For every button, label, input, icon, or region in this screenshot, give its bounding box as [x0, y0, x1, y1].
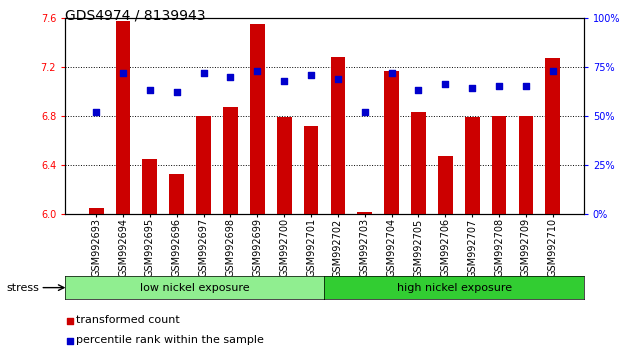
Bar	[170, 174, 184, 214]
Bar	[492, 116, 507, 214]
Bar	[545, 58, 560, 214]
Bar	[250, 24, 265, 214]
Point	[91, 109, 101, 115]
Bar	[116, 21, 130, 214]
Bar	[223, 107, 238, 214]
Bar	[330, 57, 345, 214]
Bar	[411, 112, 426, 214]
Bar	[519, 116, 533, 214]
Point	[414, 87, 424, 93]
Bar	[304, 126, 319, 214]
Text: low nickel exposure: low nickel exposure	[140, 282, 250, 293]
Point	[440, 82, 450, 87]
Bar	[142, 159, 157, 214]
Point	[521, 84, 531, 89]
Text: percentile rank within the sample: percentile rank within the sample	[76, 335, 265, 345]
Bar	[196, 116, 211, 214]
Point	[306, 72, 316, 78]
Point	[65, 338, 75, 343]
Point	[225, 74, 235, 80]
Bar	[438, 156, 453, 214]
Text: GDS4974 / 8139943: GDS4974 / 8139943	[65, 9, 206, 23]
Point	[467, 86, 477, 91]
Bar	[277, 117, 292, 214]
Bar	[384, 70, 399, 214]
Point	[65, 319, 75, 324]
Point	[252, 68, 262, 74]
Point	[199, 70, 209, 75]
Point	[387, 70, 397, 75]
Point	[360, 109, 369, 115]
Point	[279, 78, 289, 84]
Point	[333, 76, 343, 81]
Point	[494, 84, 504, 89]
Text: high nickel exposure: high nickel exposure	[397, 282, 512, 293]
Point	[145, 87, 155, 93]
Point	[172, 90, 182, 95]
Bar	[357, 212, 372, 214]
Bar	[465, 117, 479, 214]
Bar	[89, 208, 104, 214]
Text: stress: stress	[6, 282, 39, 293]
Point	[548, 68, 558, 74]
Text: transformed count: transformed count	[76, 315, 180, 325]
Point	[118, 70, 128, 75]
